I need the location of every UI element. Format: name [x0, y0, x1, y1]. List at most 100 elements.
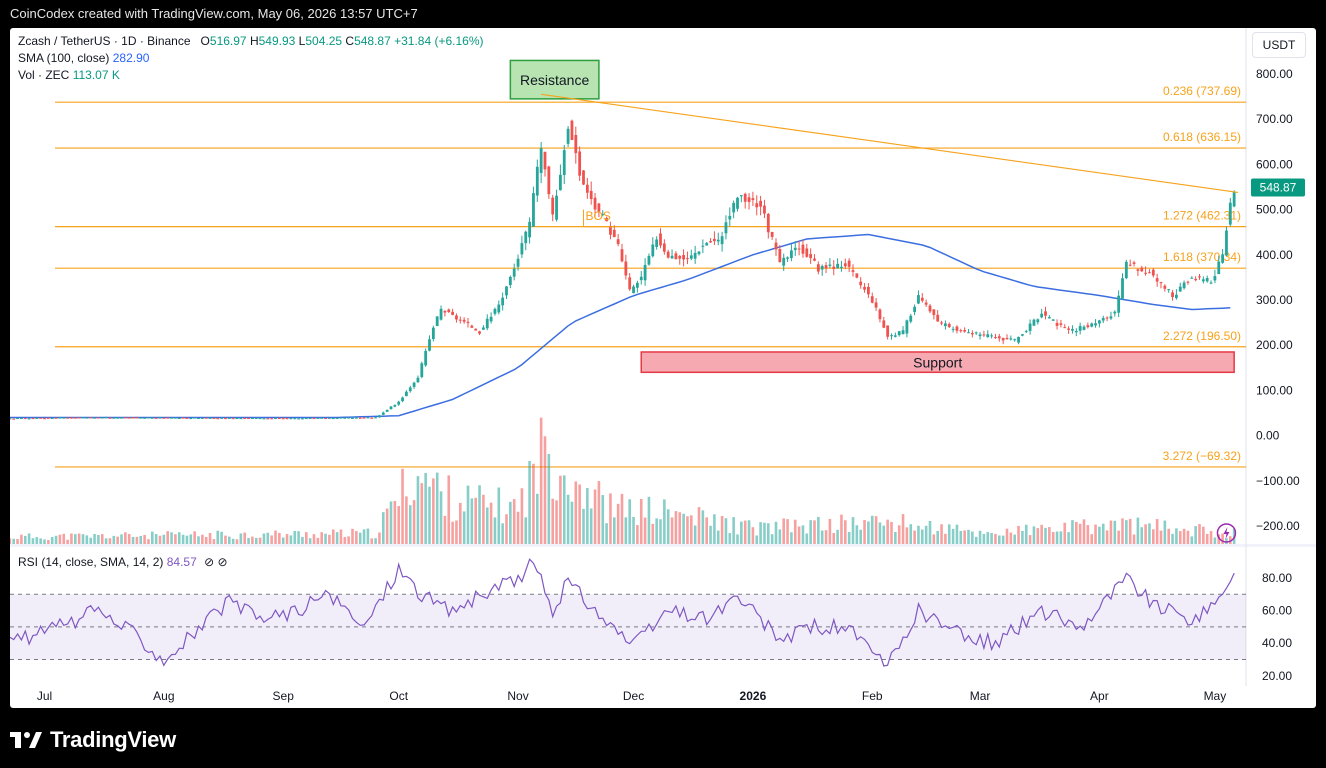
- candle-body: [766, 213, 770, 233]
- volume-bar: [358, 532, 362, 544]
- volume-bar: [297, 531, 300, 544]
- volume-bar: [882, 525, 886, 544]
- candle-body: [285, 418, 289, 420]
- volume-bar: [928, 520, 932, 544]
- currency-selector[interactable]: USDT: [1252, 32, 1306, 58]
- candle-body: [551, 197, 555, 215]
- volume-bar: [331, 529, 335, 544]
- volume-bar: [459, 502, 462, 544]
- candle-body: [967, 332, 970, 334]
- rsi-legend[interactable]: RSI (14, close, SMA, 14, 2) 84.57 ⊘ ⊘: [18, 555, 228, 569]
- fib-level-label-3: 1.618 (370.34): [1163, 250, 1241, 264]
- candle-body: [1113, 311, 1117, 314]
- candle-body: [974, 332, 978, 334]
- volume-bar: [705, 517, 708, 544]
- chart-panel[interactable]: 0.236 (737.69) 0.618 (636.15) 1.272 (462.3…: [10, 28, 1316, 708]
- volume-bar: [1090, 534, 1093, 544]
- x-tick-label: Apr: [1090, 689, 1109, 703]
- volume-bar: [397, 506, 400, 544]
- volume-value: 113.07 K: [72, 68, 120, 82]
- candle-body: [589, 190, 593, 200]
- volume-bar: [1086, 525, 1090, 544]
- volume-bar: [820, 530, 824, 544]
- volume-bar: [104, 538, 108, 544]
- price-chart[interactable]: 0.236 (737.69) 0.618 (636.15) 1.272 (462.3…: [10, 28, 1316, 708]
- candle-body: [1098, 320, 1101, 324]
- candle-body: [682, 255, 685, 260]
- tradingview-brand[interactable]: TradingView: [50, 727, 176, 752]
- volume-bar: [20, 534, 23, 544]
- candle-body: [31, 418, 35, 420]
- candle-body: [759, 200, 762, 207]
- volume-bar: [1121, 518, 1124, 544]
- candle-body: [431, 327, 435, 340]
- candle-body: [959, 330, 963, 332]
- candle-body: [439, 308, 443, 320]
- candle-body: [443, 310, 447, 313]
- candle-body: [281, 418, 285, 420]
- volume-bar: [355, 531, 358, 544]
- candle-body: [1117, 295, 1121, 313]
- rsi-label: RSI (14, close, SMA, 14, 2): [18, 555, 164, 569]
- volume-bar: [97, 534, 100, 544]
- candle-body: [813, 258, 816, 261]
- candle-body: [1159, 282, 1163, 284]
- volume-bar: [978, 530, 982, 544]
- candle-body: [254, 417, 258, 419]
- volume-bar: [597, 481, 601, 544]
- pane-separator: [10, 544, 1316, 547]
- volume-bar: [701, 510, 705, 544]
- volume-bar: [770, 534, 774, 544]
- volume-bar: [247, 537, 250, 544]
- volume-bar: [12, 538, 15, 544]
- candle-body: [1175, 294, 1178, 299]
- volume-bar: [732, 517, 735, 544]
- volume-bar: [166, 531, 169, 544]
- volume-bar: [859, 529, 862, 544]
- volume-bar: [501, 523, 504, 544]
- volume-bar: [666, 509, 670, 544]
- volume-bar: [1082, 519, 1086, 544]
- volume-bar: [505, 514, 508, 544]
- volume-bar: [108, 538, 112, 544]
- volume-bar: [16, 539, 19, 544]
- candle-body: [1163, 285, 1167, 289]
- volume-bar: [566, 494, 570, 544]
- volume-bar: [728, 533, 732, 544]
- candle-body: [224, 418, 227, 420]
- volume-legend[interactable]: Vol · ZEC 113.07 K: [18, 68, 120, 82]
- candle-body: [1194, 278, 1198, 281]
- candle-body: [1082, 326, 1086, 330]
- sma-legend[interactable]: SMA (100, close) 282.90: [18, 51, 149, 65]
- bos-label: BOS: [586, 209, 611, 223]
- visibility-toggle-icon[interactable]: ⊘ ⊘: [204, 555, 228, 569]
- candle-body: [543, 151, 547, 170]
- volume-bar: [651, 523, 655, 544]
- symbol-title[interactable]: Zcash / TetherUS · 1D · Binance: [18, 34, 191, 48]
- volume-bar: [74, 534, 77, 544]
- volume-bar: [1163, 520, 1167, 544]
- x-tick-label: Feb: [862, 689, 883, 703]
- candle-body: [270, 418, 274, 420]
- volume-bar: [674, 511, 678, 544]
- candle-body: [636, 282, 639, 288]
- candle-body: [266, 418, 270, 420]
- volume-bar: [177, 532, 181, 544]
- volume-bar: [112, 535, 116, 544]
- volume-bar: [139, 536, 143, 544]
- volume-bar: [555, 500, 558, 544]
- volume-bar: [62, 533, 66, 544]
- volume-bar: [986, 532, 990, 544]
- candle-body: [1067, 328, 1070, 330]
- volume-bar: [1055, 531, 1059, 544]
- candle-body: [582, 170, 585, 185]
- candle-body: [212, 417, 216, 419]
- volume-bar: [305, 532, 308, 544]
- rsi-tick-label: 80.00: [1262, 571, 1292, 585]
- candle-body: [944, 323, 947, 327]
- volume-bar: [1009, 532, 1013, 544]
- volume-bar: [1075, 521, 1078, 544]
- volume-bar: [1159, 530, 1163, 544]
- candle-body: [659, 233, 662, 246]
- volume-bar: [416, 476, 420, 544]
